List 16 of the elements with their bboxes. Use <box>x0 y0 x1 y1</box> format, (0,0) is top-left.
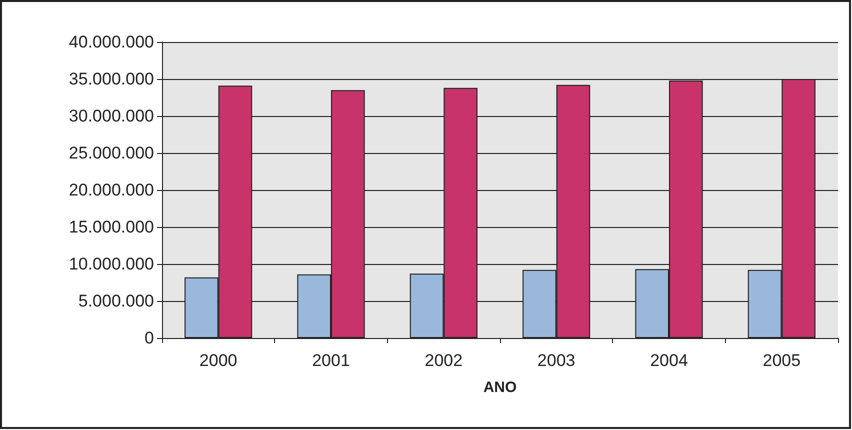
x-tick-label: 2005 <box>762 351 801 370</box>
x-tick-label: 2001 <box>312 351 350 370</box>
y-tick-label: 25.000.000 <box>68 144 154 162</box>
x-axis-title: ANO <box>483 379 517 396</box>
x-tick-label: 2000 <box>199 351 238 370</box>
y-tick-label: 30.000.000 <box>68 106 154 126</box>
y-tick-label: 35.000.000 <box>68 70 154 88</box>
y-tick-label: 20.000.000 <box>68 180 154 200</box>
y-tick-label: 40.000.000 <box>68 32 154 52</box>
y-tick-label: 15.000.000 <box>68 218 154 236</box>
x-tick-label: 2004 <box>650 351 688 370</box>
x-tick-label: 2002 <box>424 351 463 370</box>
y-tick-label: 10.000.000 <box>68 254 154 274</box>
x-tick-label: 2003 <box>537 351 576 370</box>
y-tick-label: 5.000.000 <box>78 292 154 310</box>
y-tick-label: 0 <box>144 328 154 348</box>
